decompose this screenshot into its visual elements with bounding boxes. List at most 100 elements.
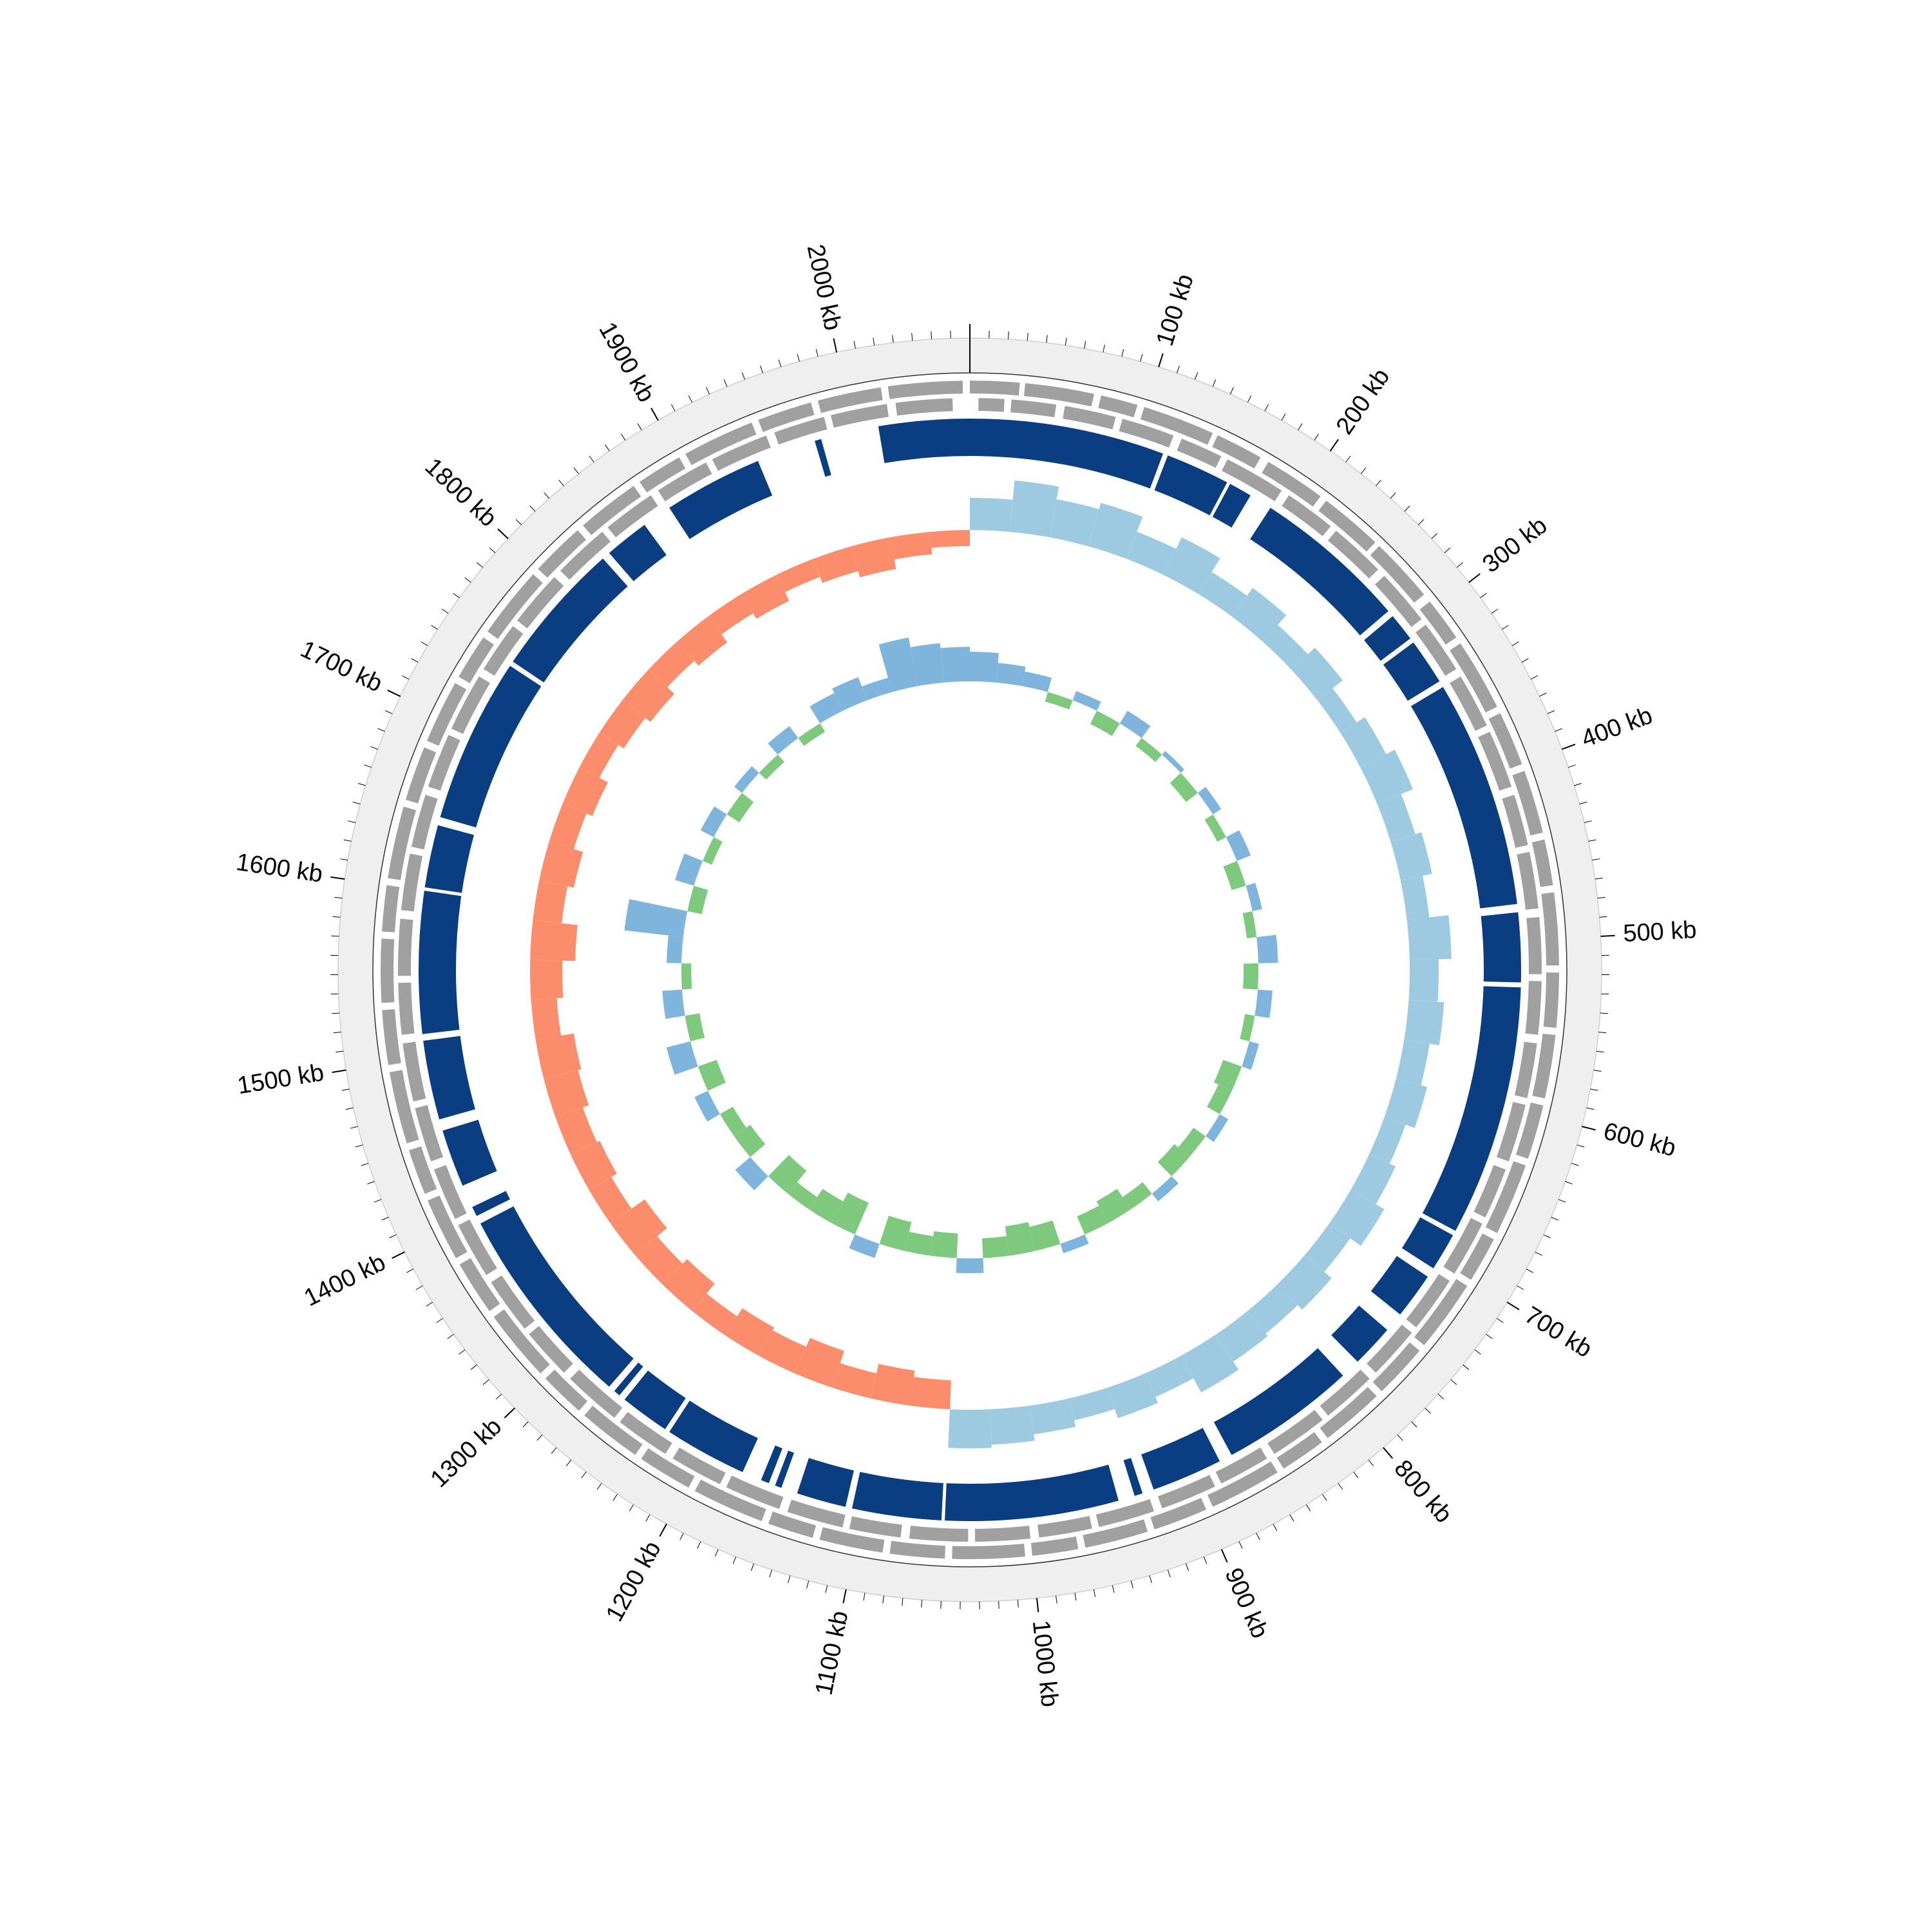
- gene: [1532, 1033, 1556, 1099]
- gc-content-bar: [1096, 1188, 1131, 1223]
- gene: [1063, 406, 1116, 430]
- major-tick: [504, 1407, 515, 1419]
- gene: [1024, 383, 1094, 407]
- gc-content-bar: [809, 1188, 844, 1223]
- minor-tick: [1579, 801, 1587, 804]
- gc-content-bar: [798, 723, 826, 746]
- major-tick: [1329, 439, 1339, 451]
- gc-skew-bar: [813, 546, 858, 583]
- minor-tick: [350, 1126, 358, 1129]
- minor-tick: [573, 467, 579, 475]
- gc-skew-bar: [635, 1236, 683, 1285]
- gc-skew-bar: [1069, 1387, 1115, 1421]
- gene: [1150, 1497, 1207, 1530]
- minor-tick: [1502, 625, 1509, 630]
- minor-tick: [697, 1541, 701, 1549]
- minor-tick: [873, 337, 875, 346]
- gc-skew-bar: [759, 1330, 806, 1374]
- minor-tick: [1539, 692, 1547, 697]
- gc-content-bar: [810, 693, 843, 724]
- minor-tick: [1305, 1504, 1311, 1511]
- gene: [672, 1447, 726, 1484]
- gene: [491, 1275, 535, 1329]
- gc-skew-bar: [1340, 717, 1387, 768]
- minor-tick: [671, 404, 676, 412]
- minor-tick: [723, 379, 728, 387]
- gene: [545, 1369, 588, 1411]
- minor-tick: [605, 444, 610, 451]
- block: [472, 1191, 510, 1217]
- gene: [1318, 500, 1376, 552]
- gc-skew-bar: [533, 880, 568, 923]
- minor-tick: [797, 354, 800, 362]
- minor-tick: [882, 1595, 884, 1604]
- minor-tick: [334, 896, 343, 899]
- gene: [1515, 1102, 1544, 1159]
- minor-tick: [940, 1600, 942, 1609]
- minor-tick: [345, 1107, 354, 1110]
- minor-tick: [402, 675, 410, 680]
- gc-content-bar: [1029, 1220, 1061, 1251]
- block: [775, 1450, 795, 1488]
- minor-tick: [415, 1285, 423, 1290]
- minor-tick: [1112, 1585, 1115, 1593]
- gene: [978, 398, 1005, 412]
- major-tick: [833, 338, 838, 353]
- tick-label: 2000 kb: [802, 242, 847, 333]
- gene: [529, 1325, 573, 1373]
- gc-skew-bar: [579, 732, 619, 778]
- minor-tick: [1353, 1472, 1359, 1479]
- gc-skew-bar: [555, 1107, 597, 1155]
- block: [1123, 1457, 1143, 1496]
- minor-tick: [1411, 1421, 1417, 1428]
- minor-tick: [902, 1598, 904, 1606]
- minor-tick: [1588, 839, 1596, 842]
- minor-tick: [441, 609, 449, 614]
- gc-content-bar: [681, 963, 692, 990]
- block: [419, 891, 462, 1034]
- gc-skew-bar: [1247, 1284, 1298, 1334]
- gene: [1473, 1165, 1506, 1218]
- gc-skew-bar: [1126, 531, 1177, 575]
- gc-content-bar: [1197, 786, 1222, 815]
- block: [1250, 507, 1388, 636]
- gc-content-bar: [666, 1041, 698, 1075]
- gene: [952, 1544, 1025, 1559]
- gc-skew-bar: [1329, 1189, 1385, 1246]
- gene: [433, 1165, 467, 1219]
- minor-tick: [1229, 387, 1234, 395]
- minor-tick: [1480, 592, 1487, 598]
- gene: [1276, 1432, 1322, 1469]
- gc-skew-bar: [831, 1363, 876, 1399]
- tick-label: 1200 kb: [601, 1537, 667, 1626]
- gene: [1478, 732, 1512, 791]
- gene: [493, 1309, 550, 1374]
- gc-skew-bar: [1277, 1255, 1332, 1310]
- minor-tick: [529, 506, 536, 512]
- gc-skew-bar: [990, 1405, 1035, 1445]
- minor-tick: [332, 916, 341, 918]
- gene: [1140, 407, 1213, 445]
- minor-tick: [565, 1459, 572, 1466]
- gc-skew-bar: [1408, 959, 1439, 1002]
- minor-tick: [1565, 1181, 1573, 1185]
- block: [1481, 912, 1521, 983]
- gc-content-bar: [940, 647, 970, 683]
- gene: [451, 676, 490, 734]
- block: [480, 1206, 634, 1387]
- gene: [560, 531, 611, 580]
- gene: [405, 747, 437, 804]
- minor-tick: [381, 1217, 389, 1221]
- gene: [1419, 601, 1457, 645]
- gc-content-bar: [1213, 1059, 1242, 1091]
- minor-tick: [645, 1514, 650, 1522]
- block: [1154, 455, 1227, 516]
- major-tick: [1582, 1126, 1596, 1131]
- minor-tick: [364, 764, 372, 768]
- minor-tick: [1273, 1524, 1278, 1531]
- minor-tick: [1521, 658, 1529, 663]
- gc-content-bar: [849, 1234, 880, 1258]
- gc-skew-bar: [741, 574, 790, 619]
- minor-tick: [863, 1593, 866, 1601]
- block: [609, 525, 667, 582]
